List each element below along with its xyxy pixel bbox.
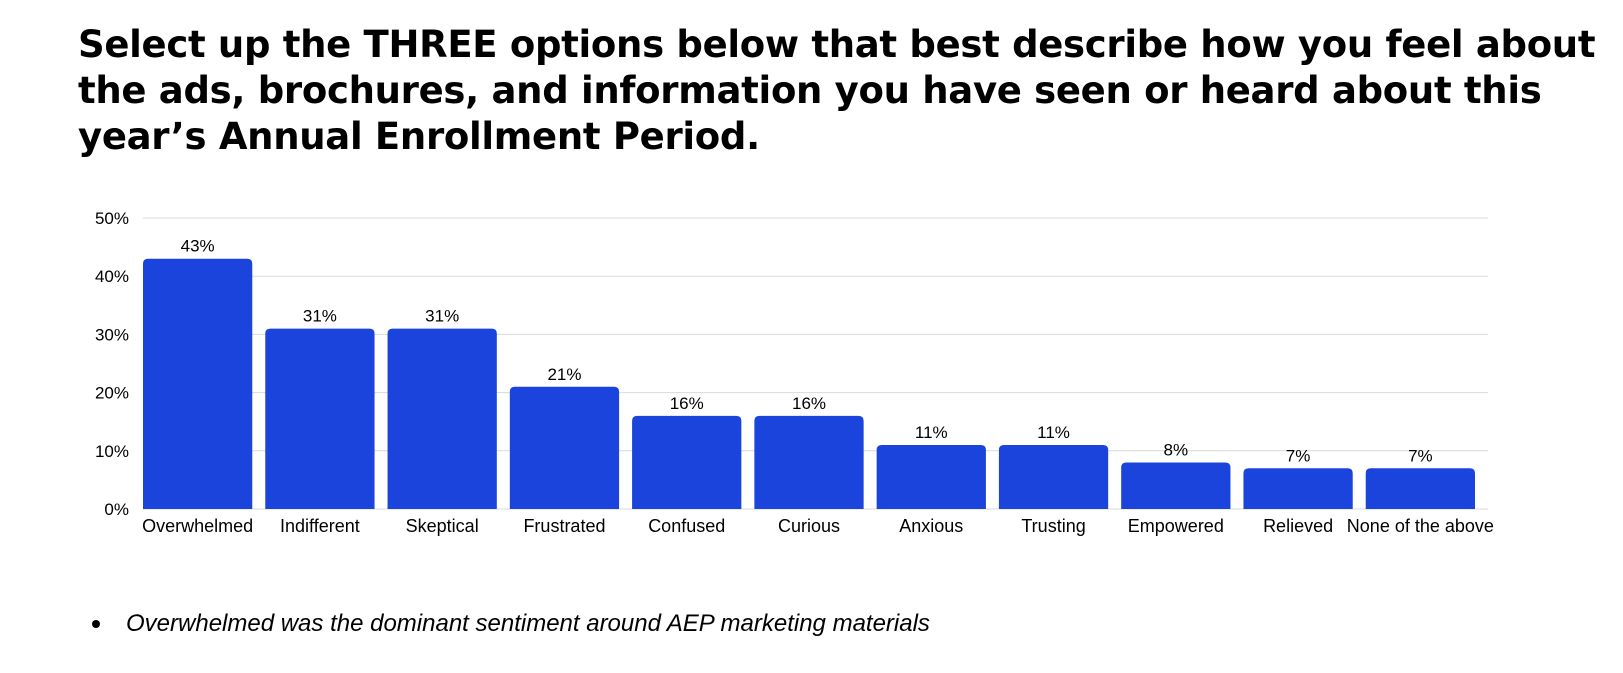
y-tick-label: 30% xyxy=(95,325,129,344)
page-title: Select up the THREE options below that b… xyxy=(78,23,1596,158)
x-tick-label: Curious xyxy=(778,516,840,536)
y-tick-label: 50% xyxy=(95,209,129,228)
data-label: 8% xyxy=(1164,440,1189,459)
y-tick-label: 0% xyxy=(104,500,129,519)
y-tick-label: 10% xyxy=(95,442,129,461)
bar xyxy=(1243,468,1353,509)
x-tick-label: Frustrated xyxy=(523,516,605,536)
y-tick-label: 40% xyxy=(95,267,129,286)
data-label: 11% xyxy=(1037,423,1070,442)
y-tick-label: 20% xyxy=(95,384,129,403)
y-axis-ticks: 0% 10% 20% 30% 40% 50% xyxy=(95,209,129,519)
x-tick-label: Trusting xyxy=(1021,516,1085,536)
data-label: 31% xyxy=(425,307,459,326)
note-text: Overwhelmed was the dominant sentiment a… xyxy=(126,610,930,637)
data-label: 7% xyxy=(1286,446,1311,465)
data-label: 43% xyxy=(181,237,215,256)
note-bullet: Overwhelmed was the dominant sentiment a… xyxy=(92,610,930,638)
bar xyxy=(754,415,864,509)
bar xyxy=(1365,468,1475,509)
x-tick-label: Skeptical xyxy=(406,516,479,536)
data-label: 7% xyxy=(1408,446,1433,465)
x-axis-ticks: Overwhelmed Indifferent Skeptical Frustrate… xyxy=(142,516,1494,536)
data-label: 11% xyxy=(915,423,948,442)
bar xyxy=(876,444,986,509)
bar xyxy=(387,328,497,509)
x-tick-label: Relieved xyxy=(1263,516,1333,536)
bar xyxy=(1121,462,1231,509)
data-labels: 43% 31% 31% 21% 16% 16% 11% 11% 8% 7% 7% xyxy=(181,237,1433,466)
x-tick-label: Indifferent xyxy=(280,516,360,536)
x-tick-label: Overwhelmed xyxy=(142,516,253,536)
x-tick-label: Anxious xyxy=(899,516,963,536)
bar xyxy=(509,386,620,509)
x-tick-label: Confused xyxy=(648,516,725,536)
bar xyxy=(632,415,742,509)
data-label: 31% xyxy=(303,307,337,326)
x-tick-label: None of the above xyxy=(1347,516,1494,536)
data-label: 16% xyxy=(792,394,826,413)
bar xyxy=(265,328,375,509)
x-tick-label: Empowered xyxy=(1128,516,1224,536)
bullet-icon xyxy=(92,620,100,628)
data-label: 16% xyxy=(670,394,704,413)
bar xyxy=(998,444,1109,509)
bar xyxy=(143,258,253,509)
data-label: 21% xyxy=(547,365,581,384)
bars xyxy=(143,258,1475,509)
